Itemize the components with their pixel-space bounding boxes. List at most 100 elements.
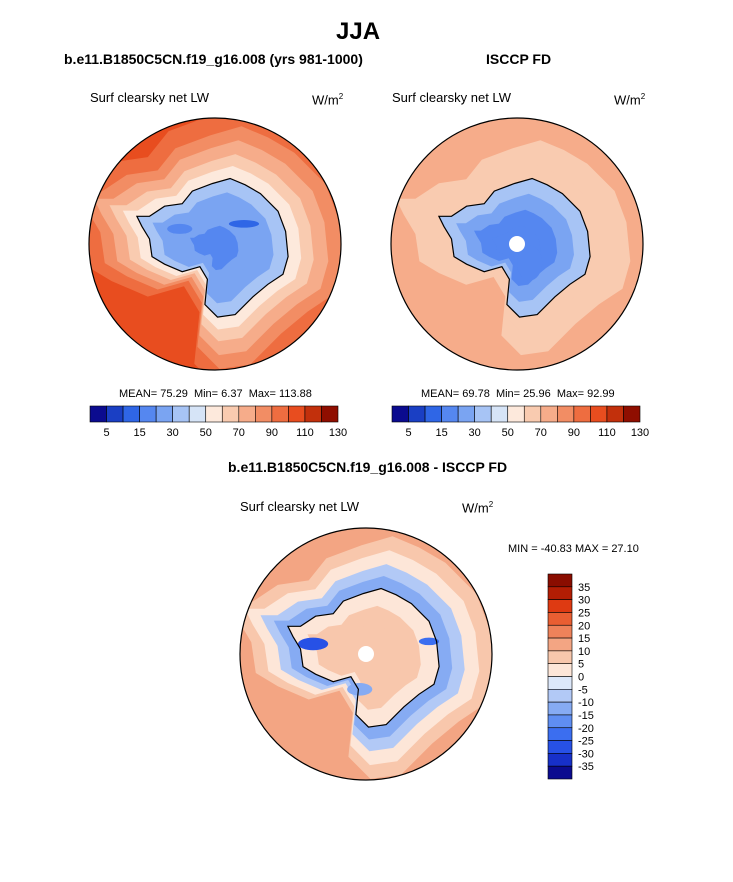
colorbar3-tick-label: -30 [578,748,594,760]
panel3-units: W/m2 [462,500,494,516]
map1-anomaly [167,223,193,234]
colorbar3-cell [547,650,573,664]
page-title: JJA [336,18,381,45]
colorbar1-tick-label: 90 [266,427,278,439]
colorbar2-tick-label: 30 [469,427,481,439]
map3-anomaly [297,637,329,651]
colorbar1-tick-label: 70 [233,427,245,439]
colorbar3-cell [547,624,573,639]
colorbar3-tick-label: -25 [578,736,594,748]
colorbar1-cell [288,405,306,423]
colorbar2-cell [590,405,608,423]
colorbar1-cell [139,405,157,423]
colorbar3-cell [547,689,573,703]
map3-coastline [286,587,440,728]
colorbar3-tick-label: 5 [578,659,584,671]
colorbar2-cell [490,405,509,423]
panel2-variable-label: Surf clearsky net LW [392,90,511,105]
colorbar2-cell [424,405,442,423]
panel1-stats: MEAN= 75.29 Min= 6.37 Max= 113.88 [119,388,312,400]
map-panel1 [89,118,341,370]
colorbar3-tick-label: 15 [578,633,590,645]
map1-anomaly [228,220,260,228]
colorbar3-tick-label: -15 [578,710,594,722]
colorbar1-cell [172,405,190,423]
colorbar3-cell [547,714,573,729]
colorbar1-tick-label: 5 [103,427,109,439]
panel3-stats: MIN = -40.83 MAX = 27.10 [508,543,639,555]
colorbar2-cell [441,405,459,423]
colorbar2-cell [408,405,426,423]
colorbar3-cell [547,663,573,677]
map1-contour-band [190,225,239,271]
colorbar2-cell [623,405,641,423]
colorbar2-cell [391,405,409,423]
map1-coastline [135,177,289,318]
colorbar2-cell [573,405,591,423]
colorbar2-tick-label: 70 [535,427,547,439]
colorbar3-cell [547,573,573,588]
colorbar2-tick-label: 5 [405,427,411,439]
colorbar2-cell [507,405,525,423]
colorbar1-cell [122,405,140,423]
colorbar3-tick-label: 10 [578,646,590,658]
colorbar1-cell [271,405,289,423]
map3-pole-missing [358,646,374,662]
panel2-title: ISCCP FD [486,51,552,67]
colorbar3-cell [547,586,573,600]
colorbar1-cell [89,405,107,423]
colorbar2-cell [523,405,542,423]
colorbar1-tick-label: 110 [296,427,314,439]
colorbar2-tick-label: 90 [568,427,580,439]
colorbar3-tick-label: 30 [578,595,590,607]
colorbar3-cell [547,637,573,652]
map2-border [390,117,644,371]
colorbar3-cell [547,765,573,780]
colorbar3-tick-label: -20 [578,723,594,735]
map2-coastline [437,177,591,318]
colorbar2-cell [474,405,492,423]
map1-border [88,117,342,371]
colorbar1-cell [155,405,173,423]
colorbar2-cell [540,405,558,423]
colorbar3-cell [547,676,573,690]
colorbar3-cell [547,612,573,626]
colorbar3-cell [547,740,573,754]
colorbar1-cell [255,405,273,423]
colorbar3-tick-label: 25 [578,607,590,619]
colorbar1-cell [188,405,207,423]
colorbar1-cell [321,405,339,423]
colorbar3-cell [547,753,573,767]
colorbar3-cell [547,701,573,716]
map3-border [239,527,493,781]
colorbar1-cell [304,405,322,423]
panel1-units: W/m2 [312,92,344,108]
colorbar2-cell [457,405,475,423]
colorbar2-tick-label: 15 [435,427,447,439]
colorbar2-tick-label: 50 [502,427,514,439]
colorbar2-tick-label: 130 [631,427,649,439]
colorbar3-tick-label: 35 [578,582,590,594]
colorbar1-tick-label: 50 [200,427,212,439]
colorbar3-tick-label: 0 [578,672,584,684]
colorbar1-tick-label: 130 [329,427,347,439]
colorbar2-tick-label: 110 [598,427,616,439]
colorbar3-tick-label: -10 [578,697,594,709]
colorbar1-cell [205,405,223,423]
panel3-title: b.e11.B1850C5CN.f19_g16.008 - ISCCP FD [228,459,508,475]
panel3-variable-label: Surf clearsky net LW [240,499,359,514]
colorbar1-cell [106,405,124,423]
panel2-stats: MEAN= 69.78 Min= 25.96 Max= 92.99 [421,388,615,400]
map2-pole-missing [509,236,525,252]
colorbar1-tick-label: 15 [133,427,145,439]
colorbar3-tick-label: -5 [578,684,588,696]
colorbar3-cell [547,599,573,613]
colorbar3-tick-label: 20 [578,620,590,632]
map3-anomaly [347,682,373,696]
colorbar3-cell [547,727,573,741]
colorbar1-cell [238,405,256,423]
panel1-variable-label: Surf clearsky net LW [90,90,209,105]
colorbar1-tick-label: 30 [167,427,179,439]
panel2-units: W/m2 [614,92,646,108]
